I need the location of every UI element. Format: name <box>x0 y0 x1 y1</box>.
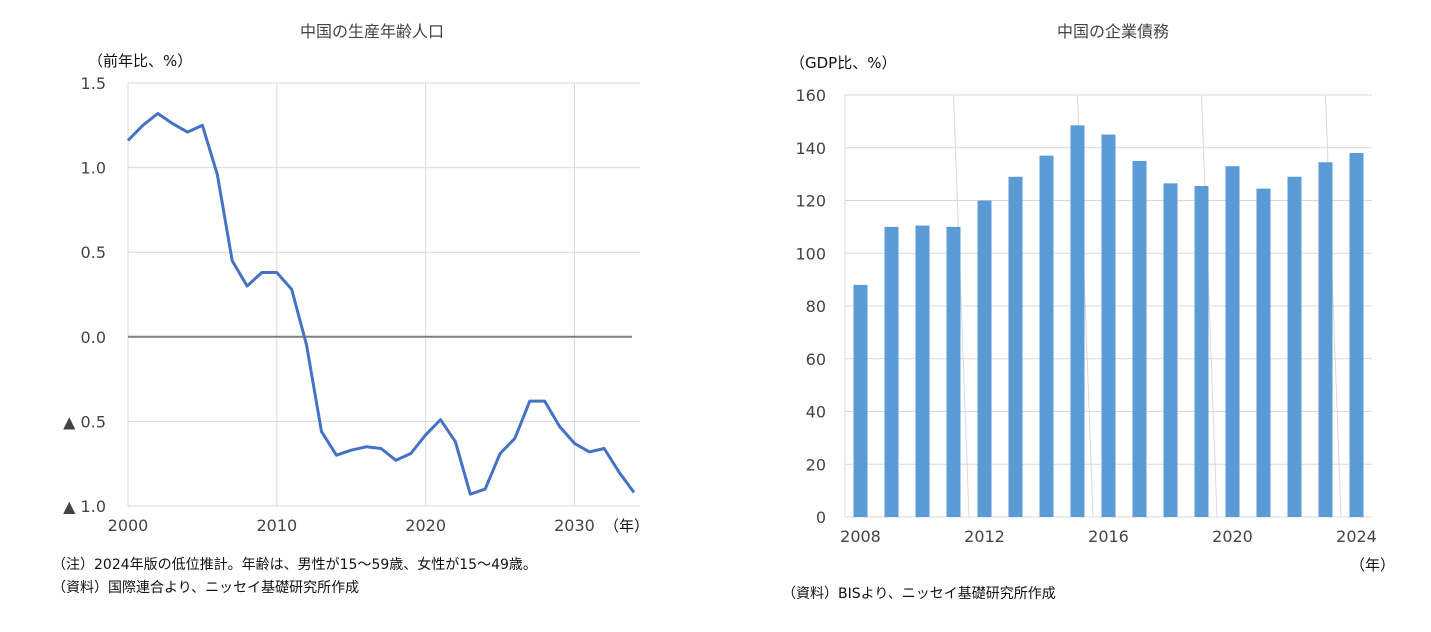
y-tick-label: 0.0 <box>81 328 106 347</box>
bar-2016 <box>1101 134 1116 517</box>
y-tick-label: 80 <box>806 297 826 316</box>
gridline-x <box>1201 94 1218 518</box>
left-source: （資料）国際連合より、ニッセイ基礎研究所作成 <box>52 580 360 596</box>
y-tick-label: 120 <box>795 192 826 211</box>
bar-2011 <box>946 226 961 517</box>
x-tick-label: 2012 <box>964 527 1005 546</box>
x-axis-label: （年） <box>604 517 649 535</box>
chart-title: 中国の生産年齢人口 <box>300 22 444 41</box>
bar-2009 <box>884 226 899 517</box>
bar-2019 <box>1194 185 1209 517</box>
x-tick-label: 2020 <box>405 516 446 535</box>
y-tick-label: 160 <box>795 86 826 105</box>
y-tick-label: 1.0 <box>81 159 106 178</box>
y-tick-label: 1.5 <box>81 74 106 93</box>
y-tick-label: ▲ 1.0 <box>63 497 106 516</box>
corporate-debt-chart: 中国の企業債務 （GDP比、%） （年） 0 20 40 60 80 100 120 140 1… <box>790 22 1395 574</box>
bar-2017 <box>1132 160 1147 517</box>
y-tick-label: ▲ 0.5 <box>63 412 106 431</box>
y-axis-label: （前年比、%） <box>88 52 192 70</box>
x-tick-label: 2024 <box>1336 527 1377 546</box>
gridline-x <box>953 94 970 518</box>
x-tick-label: 2000 <box>108 516 149 535</box>
bar-2013 <box>1008 176 1023 517</box>
bar-2008 <box>853 284 868 517</box>
x-tick-label: 2010 <box>256 516 297 535</box>
y-tick-label: 0.5 <box>81 243 106 262</box>
x-axis-label: （年） <box>1350 556 1395 574</box>
y-tick-label: 40 <box>806 403 826 422</box>
bar-2023 <box>1318 162 1333 517</box>
bar-2015 <box>1070 125 1085 518</box>
y-tick-label: 140 <box>795 139 826 158</box>
bar-2012 <box>977 200 992 517</box>
left-note: （注）2024年版の低位推計。年齢は、男性が15～59歳、女性が15～49歳。 <box>52 557 537 573</box>
x-tick-label: 2016 <box>1088 527 1129 546</box>
y-axis-label: （GDP比、%） <box>790 54 896 72</box>
bar-2021 <box>1256 188 1271 517</box>
x-tick-label: 2008 <box>840 527 881 546</box>
x-tick-label: 2030 <box>554 516 595 535</box>
bar-2010 <box>915 225 930 517</box>
y-tick-label: 100 <box>795 244 826 263</box>
right-source: （資料）BISより、ニッセイ基礎研究所作成 <box>782 586 1056 602</box>
y-tick-label: 0 <box>816 508 826 527</box>
bar-2020 <box>1225 166 1240 517</box>
x-tick-label: 2020 <box>1212 527 1253 546</box>
y-tick-label: 20 <box>806 455 826 474</box>
series-line <box>126 112 636 496</box>
bar-2022 <box>1287 176 1302 517</box>
chart-title: 中国の企業債務 <box>1057 22 1169 41</box>
y-tick-label: 60 <box>806 350 826 369</box>
bar-2024 <box>1349 153 1364 517</box>
bar-2014 <box>1039 155 1054 517</box>
bar-2018 <box>1163 183 1178 517</box>
working-age-population-chart: 中国の生産年齢人口 （前年比、%） （年） 1.5 1.0 0.5 0.0 ▲ 0.5 ▲… <box>63 22 649 535</box>
